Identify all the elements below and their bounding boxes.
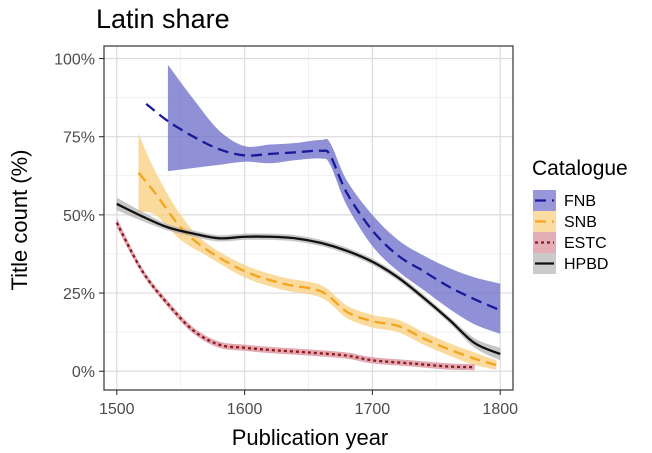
x-tick-label: 1600 — [227, 401, 263, 418]
legend-key-estc — [533, 232, 556, 253]
plot-border — [103, 45, 514, 391]
y-tick-label: 100% — [54, 52, 95, 69]
x-tick-label: 1700 — [355, 401, 391, 418]
x-axis-ticks: 1500 1600 1700 1800 — [99, 390, 518, 418]
line-fnb — [145, 102, 501, 312]
y-tick-label: 0% — [72, 364, 95, 381]
legend-label-estc: ESTC — [564, 235, 607, 252]
y-tick-label: 75% — [63, 130, 95, 147]
y-tick-label: 50% — [63, 208, 95, 225]
legend: Catalogue FNB SNB ESTC HPBD — [532, 157, 628, 274]
x-axis-title: Publication year — [232, 425, 389, 450]
x-tick-label: 1800 — [482, 401, 518, 418]
legend-title: Catalogue — [532, 157, 628, 180]
y-tick-label: 25% — [63, 286, 95, 303]
chart-title: Latin share — [96, 4, 230, 34]
y-axis-ticks: 0% 25% 50% 75% 100% — [54, 52, 104, 381]
legend-label-snb: SNB — [564, 214, 597, 231]
x-tick-label: 1500 — [99, 401, 135, 418]
series-lines — [115, 102, 501, 369]
y-axis-title: Title count (%) — [7, 149, 32, 290]
legend-label-fnb: FNB — [564, 193, 596, 210]
line-estc — [115, 222, 475, 369]
legend-label-hpbd: HPBD — [564, 256, 608, 273]
line-snb — [137, 171, 497, 367]
line-hpbd — [116, 202, 501, 356]
